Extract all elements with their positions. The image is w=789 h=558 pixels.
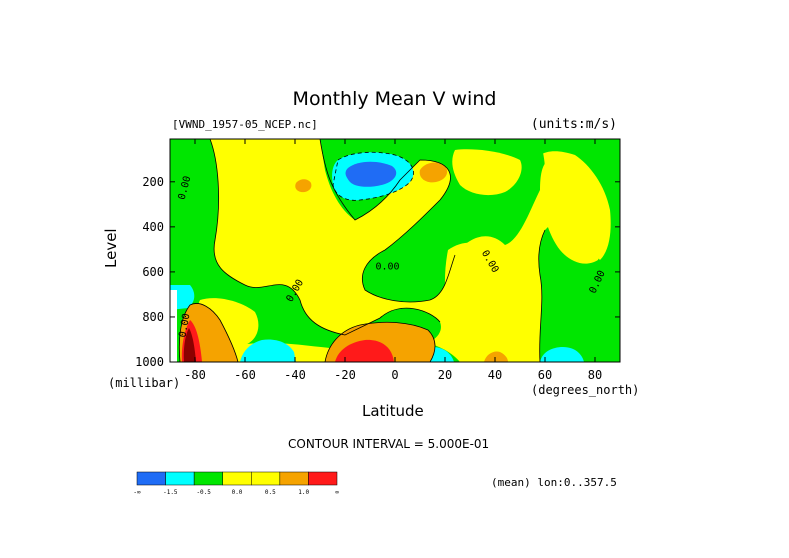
x-tick-label: -60 [234, 368, 256, 382]
y-tick-label: 400 [142, 220, 164, 234]
contour-label: 0.00 [178, 313, 193, 339]
x-tick-label: 20 [438, 368, 452, 382]
colorbar-swatch [308, 471, 338, 486]
x-axis-unit: (degrees_north) [531, 383, 640, 397]
chart-title: Monthly Mean V wind [292, 88, 497, 110]
colorbar-tick-label: ∞ [335, 489, 339, 496]
x-axis-title: Latitude [362, 402, 424, 420]
orange-spot-left [295, 179, 312, 193]
y-tick-label: 800 [142, 310, 164, 324]
positive-contour-polar [178, 303, 239, 362]
axis-ticks: -80 -60 -40 -20 0 20 40 60 80 200 400 600 800 1000 [135, 139, 620, 382]
yellow-pocket-north [452, 149, 522, 196]
missing-data-region [170, 290, 177, 362]
x-tick-label: -20 [334, 368, 356, 382]
yellow-pocket-east [540, 159, 605, 264]
colorbar-swatch [136, 471, 166, 486]
darkred-core-polar [183, 328, 196, 362]
colorbar-tick-label: 0.5 [265, 489, 276, 496]
orange-spot-upper [419, 162, 448, 183]
dataset-label: [VWND_1957-05_NCEP.nc] [172, 118, 318, 131]
colorbar-tick-label: -∞ [133, 489, 141, 496]
colorbar-tick-label: 0.0 [232, 489, 243, 496]
colorbar-tick-label: -0.5 [196, 489, 211, 496]
colorbar-swatch [193, 471, 223, 486]
colorbar-tick-label: -1.5 [163, 489, 178, 496]
zero-contour-a [209, 139, 441, 336]
colorbar-tick-label: 1.0 [298, 489, 309, 496]
orange-spot-north [484, 351, 508, 362]
cyan-region-south [240, 339, 296, 362]
zero-contour-c [538, 229, 546, 362]
contour-label: 0.00 [375, 262, 399, 273]
x-tick-label: 0 [391, 368, 398, 382]
y-tick-label: 1000 [135, 355, 164, 369]
y-tick-label: 200 [142, 175, 164, 189]
y-axis-unit: (millibar) [108, 376, 181, 390]
cyan-region-north [540, 347, 584, 362]
x-tick-label: 40 [488, 368, 502, 382]
colorbar: -∞ -1.5 -0.5 0.0 0.5 1.0 ∞ [133, 471, 339, 496]
contour-lines [178, 139, 546, 362]
x-tick-label: 60 [538, 368, 552, 382]
x-tick-label: 80 [588, 368, 602, 382]
x-tick-label: -40 [284, 368, 306, 382]
y-tick-label: 600 [142, 265, 164, 279]
blue-core-upper [345, 161, 397, 187]
colorbar-swatch [165, 471, 195, 486]
red-core-subtropical [335, 339, 394, 362]
contour-interval-text: CONTOUR INTERVAL = 5.000E-01 [288, 437, 490, 451]
units-label: (units:m/s) [530, 117, 617, 132]
zero-contour-b [319, 139, 456, 303]
x-tick-label: -80 [184, 368, 206, 382]
region-note: (mean) lon:0..357.5 [491, 476, 617, 489]
colorbar-swatch [279, 471, 309, 486]
colorbar-swatch [251, 471, 281, 486]
colorbar-swatch [222, 471, 252, 486]
positive-contour-subtropical [324, 321, 436, 362]
yellow-pocket-center [444, 242, 503, 335]
plot-area [170, 139, 620, 362]
